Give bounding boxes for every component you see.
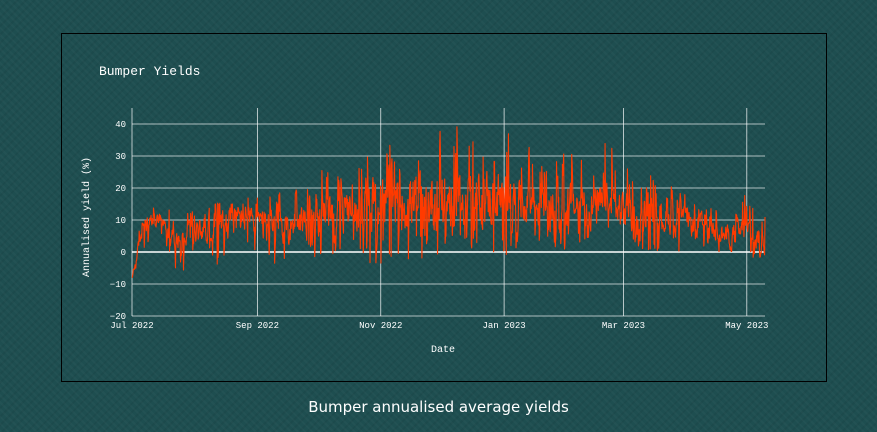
x-tick-label: Jul 2022 [110, 321, 153, 331]
y-tick-label: 30 [115, 152, 126, 162]
x-tick-label: Mar 2023 [602, 321, 645, 331]
series-layer [131, 126, 766, 279]
y-axis-label: Annualised yield (%) [81, 157, 93, 277]
grid-layer [131, 108, 765, 317]
x-tick-label: May 2023 [725, 321, 768, 331]
axis-layer: −20 −10 0 10 20 30 40 Jul 2022 Sep 2022 Nov 2022 J… [110, 120, 769, 331]
x-tick-label: Jan 2023 [483, 321, 526, 331]
chart-panel [61, 33, 827, 382]
y-tick-label: −20 [110, 312, 126, 322]
y-tick-label: −10 [110, 280, 126, 290]
chart-caption: Bumper annualised average yields [308, 398, 569, 416]
y-tick-label: 10 [115, 216, 126, 226]
y-tick-label: 40 [115, 120, 126, 130]
x-tick-label: Sep 2022 [236, 321, 279, 331]
y-tick-label: 0 [121, 248, 126, 258]
y-tick-label: 20 [115, 184, 126, 194]
chart-title: Bumper Yields [99, 64, 200, 79]
series-line [131, 126, 766, 279]
x-tick-label: Nov 2022 [359, 321, 402, 331]
x-axis-label: Date [431, 345, 455, 356]
